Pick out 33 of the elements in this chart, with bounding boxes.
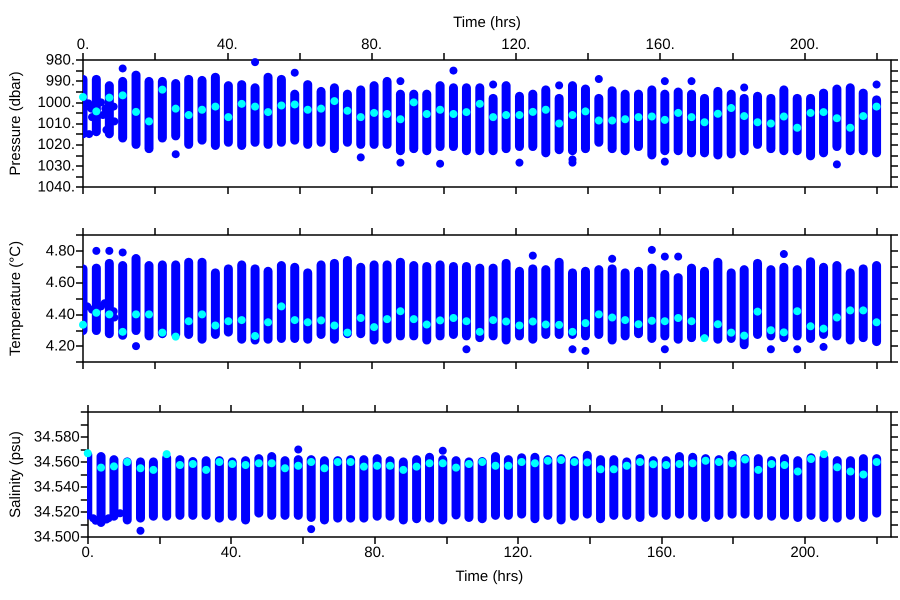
y-axis-title: Salinity (psu) bbox=[7, 431, 24, 518]
x2-tick-label: 160. bbox=[646, 36, 675, 53]
y-tick-label: 1000. bbox=[37, 94, 75, 111]
x2-tick-label: 80. bbox=[361, 36, 382, 53]
y-tick-label: 1040. bbox=[37, 178, 75, 196]
y-tick-label: 4.80 bbox=[46, 242, 75, 260]
y-tick-label: 34.560 bbox=[34, 454, 80, 470]
y-tick-label: 4.20 bbox=[46, 338, 75, 355]
x-tick-label: 80. bbox=[364, 544, 386, 561]
y-tick-label: 34.500 bbox=[34, 528, 80, 546]
x2-tick-label: 0. bbox=[76, 36, 90, 53]
x-tick-label: 0. bbox=[82, 544, 94, 561]
x2-tick-label: 120. bbox=[501, 36, 530, 53]
y-tick-label: 1020. bbox=[37, 136, 75, 154]
y-axis-title: Temperature (°C) bbox=[7, 240, 24, 356]
y-tick-label: 34.580 bbox=[34, 428, 80, 446]
y-tick-label: 980. bbox=[46, 52, 75, 68]
y-axis-title: Pressure (dbar) bbox=[7, 71, 24, 176]
x-tick-label: 160. bbox=[646, 544, 676, 561]
x-tick-label: 200. bbox=[790, 544, 820, 561]
y-tick-label: 1010. bbox=[37, 115, 75, 132]
x2-tick-label: 40. bbox=[216, 36, 238, 53]
x2-tick-label: 200. bbox=[790, 36, 820, 53]
x2-axis-title: Time (hrs) bbox=[453, 14, 521, 31]
y-tick-label: 990. bbox=[46, 72, 75, 90]
x-axis-title: Time (hrs) bbox=[456, 568, 524, 585]
x-tick-label: 120. bbox=[503, 544, 533, 561]
y-tick-label: 34.520 bbox=[34, 504, 80, 520]
x-tick-label: 40. bbox=[220, 544, 242, 561]
y-tick-label: 1030. bbox=[37, 157, 75, 174]
y-tick-label: 34.540 bbox=[34, 478, 80, 496]
y-tick-label: 4.60 bbox=[46, 274, 75, 292]
y-tick-label: 4.40 bbox=[46, 306, 75, 323]
